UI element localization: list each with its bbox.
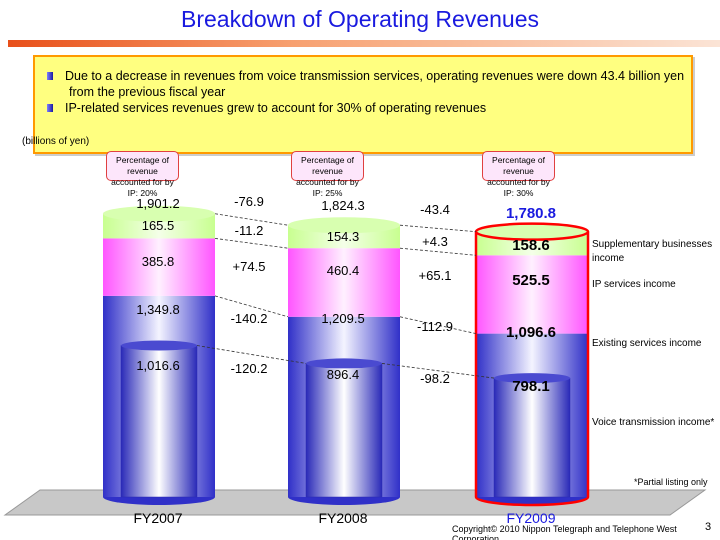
value-label: 1,016.6 xyxy=(136,358,180,373)
highlight-outline xyxy=(474,231,590,507)
value-label: 385.8 xyxy=(141,254,175,269)
change-label: -140.2 xyxy=(230,311,268,326)
change-connector xyxy=(196,345,307,364)
voice-cylinder-top xyxy=(306,358,382,369)
change-connector xyxy=(399,316,477,334)
change-label: -11.2 xyxy=(234,223,264,238)
value-label: 460.4 xyxy=(326,263,360,278)
value-label: 525.5 xyxy=(512,272,550,289)
value-label: 1,349.8 xyxy=(136,302,180,317)
summary-text: Due to a decrease in revenues from voice… xyxy=(65,69,685,83)
ip-share-box: Percentage of revenue accounted for by I… xyxy=(106,151,179,198)
bullet-icon xyxy=(47,104,53,112)
bar-segment-ip-services-income xyxy=(476,255,588,334)
title-rule xyxy=(8,40,720,47)
voice-cylinder-top xyxy=(121,340,197,351)
total-label: 1,901.2 xyxy=(136,196,180,211)
page-number: 3 xyxy=(705,521,712,533)
copyright: Copyright© 2010 Nippon Telegraph and Tel… xyxy=(452,524,677,540)
change-connector xyxy=(399,224,477,233)
bar-segment-ip-services-income xyxy=(288,248,400,317)
change-label: -120.2 xyxy=(230,361,268,376)
voice-transmission-cylinder xyxy=(305,363,383,498)
slide-title: Breakdown of Operating Revenues xyxy=(181,6,539,32)
bullet-icon xyxy=(47,72,53,80)
change-label: -43.4 xyxy=(420,202,450,217)
cylinder-top xyxy=(476,223,588,240)
change-label: -76.9 xyxy=(234,194,264,209)
summary-text: IP-related services revenues grew to acc… xyxy=(65,101,487,115)
total-label: 1,780.8 xyxy=(505,205,557,222)
value-label: 798.1 xyxy=(512,378,550,395)
value-label: 896.4 xyxy=(326,367,360,382)
change-connector xyxy=(381,363,495,379)
legend-supplementary: Supplementary businesses income xyxy=(592,239,713,264)
ip-share-box: Percentage of revenue accounted for by I… xyxy=(291,151,364,198)
ip-share-box: Percentage of revenue accounted for by I… xyxy=(482,151,555,198)
change-connector xyxy=(214,237,289,249)
legend-existing: Existing services income xyxy=(592,338,702,349)
cylinder-top xyxy=(288,217,400,234)
change-label: +74.5 xyxy=(232,259,266,274)
voice-transmission-cylinder xyxy=(493,377,571,498)
change-label: +4.3 xyxy=(422,234,448,249)
change-label: +65.1 xyxy=(418,268,452,283)
value-label: 1,209.5 xyxy=(321,311,365,326)
change-connector xyxy=(399,247,477,256)
value-label: 165.5 xyxy=(141,218,175,233)
category-label: FY2008 xyxy=(318,510,368,526)
legend-ip: IP services income xyxy=(592,279,676,290)
bar-segment-ip-services-income xyxy=(103,238,215,296)
value-label: 154.3 xyxy=(326,229,360,244)
summary-text: from the previous fiscal year xyxy=(69,85,226,99)
change-connector xyxy=(214,295,289,318)
units-label: (billions of yen) xyxy=(22,136,90,147)
voice-transmission-cylinder xyxy=(120,345,198,498)
voice-cylinder-top xyxy=(494,373,570,384)
change-label: -98.2 xyxy=(420,371,450,386)
category-label: FY2009 xyxy=(506,510,556,526)
total-label: 1,824.3 xyxy=(321,198,365,213)
category-label: FY2007 xyxy=(133,510,183,526)
value-label: 1,096.6 xyxy=(505,324,557,341)
legend-voice: Voice transmission income* xyxy=(592,417,715,428)
change-label: -112.9 xyxy=(417,319,453,334)
change-connector xyxy=(214,213,289,226)
footnote: *Partial listing only xyxy=(634,477,708,487)
value-label: 158.6 xyxy=(512,237,550,254)
cylinder-top xyxy=(103,205,215,222)
summary-box: Due to a decrease in revenues from voice… xyxy=(33,55,693,154)
